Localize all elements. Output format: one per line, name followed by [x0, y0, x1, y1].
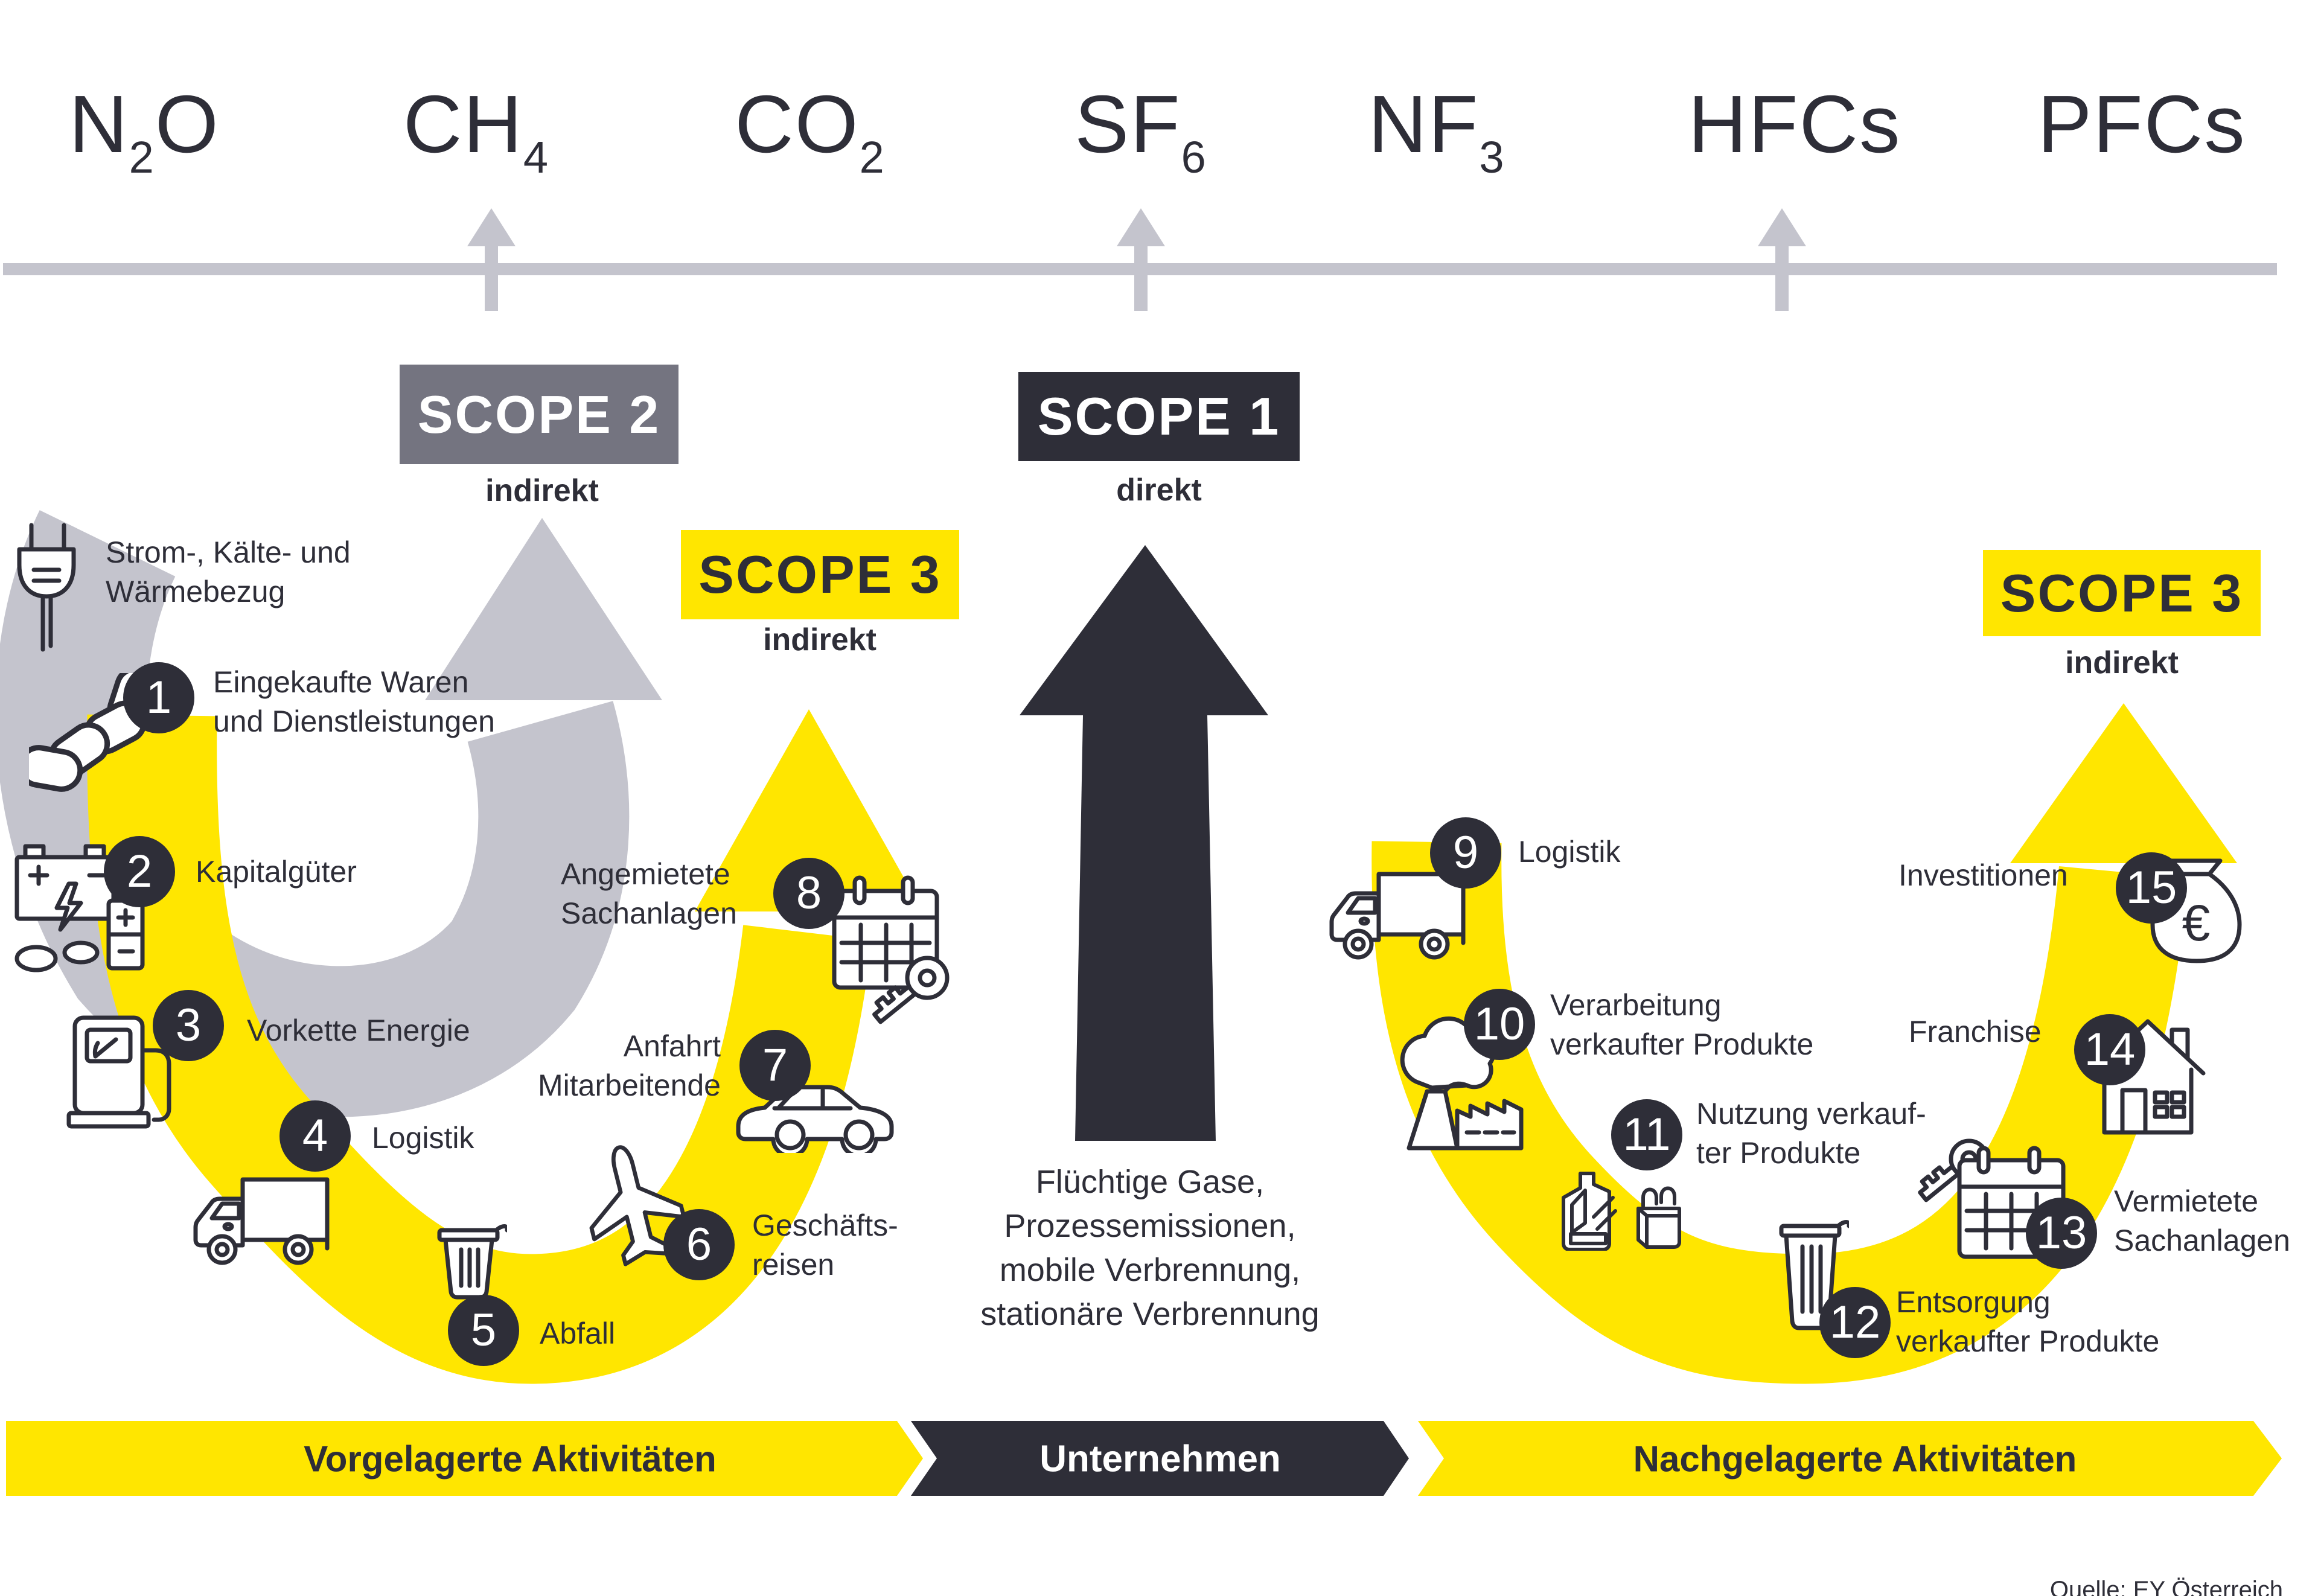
- item-6-label: Geschäfts- reisen: [752, 1208, 898, 1282]
- upstream-banner-label: Vorgelagerte Aktivitäten: [304, 1438, 717, 1479]
- item-12-badge: 12: [1819, 1287, 1891, 1358]
- scope3-right-subtitle: indirekt: [2065, 645, 2179, 680]
- item-15-badge: 15: [2116, 852, 2187, 924]
- item-13-badge: 13: [2026, 1198, 2097, 1269]
- item-11-badge: 11: [1611, 1099, 1682, 1170]
- scope2-subtitle: indirekt: [485, 473, 599, 508]
- scope1-description: Flüchtige Gase, Prozessemissionen, mobil…: [980, 1164, 1320, 1332]
- item-4-badge: 4: [279, 1100, 351, 1172]
- gas-label-sf6: SF6: [1074, 78, 1207, 182]
- gas-axis-arrows: [467, 208, 1806, 311]
- scope3-right-box: SCOPE 3: [1983, 550, 2261, 636]
- item-15-label: Investitionen: [1898, 858, 2068, 892]
- scope1-arrowhead: [1020, 545, 1268, 715]
- source-credit: Quelle: EY Österreich: [2049, 1577, 2283, 1596]
- scope1-box: SCOPE 1: [1018, 372, 1300, 461]
- item-10-badge: 10: [1464, 989, 1535, 1060]
- item-2-label: Kapitalgüter: [196, 855, 357, 889]
- scope3-right-arrowhead: [2010, 703, 2237, 863]
- item-6-badge: 6: [663, 1209, 735, 1280]
- company-banner-label: Unternehmen: [1039, 1438, 1281, 1480]
- item-9-badge: 9: [1430, 817, 1501, 889]
- item-7-label: Anfahrt Mitarbeitende: [538, 1029, 721, 1102]
- item-5-label: Abfall: [540, 1317, 616, 1350]
- item-3-label: Vorkette Energie: [247, 1013, 470, 1047]
- scope2-arc: [0, 510, 630, 1117]
- scope3-left-arrowhead: [695, 709, 923, 911]
- upstream-banner: [6, 1421, 923, 1496]
- scope3-left-subtitle: indirekt: [763, 622, 876, 657]
- scope2-box: SCOPE 2: [400, 365, 678, 464]
- company-banner: [911, 1421, 1409, 1496]
- gas-label-ch4: CH4: [403, 78, 550, 182]
- item-14-badge: 14: [2074, 1014, 2145, 1085]
- item-5-badge: 5: [448, 1295, 519, 1366]
- airplane-icon: [566, 1126, 700, 1283]
- plug-label: Strom-, Kälte- und Wärmebezug: [106, 535, 351, 608]
- item-13-label: Vermietete Sachanlagen: [2114, 1184, 2290, 1257]
- truck-icon: [1322, 870, 1470, 961]
- item-14-label: Franchise: [1909, 1015, 2042, 1049]
- scope1-arrow-shaft: [1075, 715, 1216, 1141]
- item-4-label: Logistik: [372, 1121, 474, 1155]
- plug-icon: [8, 523, 85, 656]
- waste-bin-icon: [435, 1219, 507, 1301]
- bottle-bag-icon: [1557, 1166, 1687, 1251]
- scope2-arrowhead: [425, 518, 662, 700]
- scope1-subtitle: direkt: [1116, 473, 1202, 508]
- gas-label-pfcs: PFCs: [2037, 78, 2246, 170]
- fuel-pump-icon: [66, 1013, 178, 1137]
- gas-label-n2o: N2O: [69, 78, 220, 182]
- gas-label-hfcs: HFCs: [1688, 78, 1901, 170]
- axis-arrow-ch4: [467, 208, 516, 311]
- item-8-badge: 8: [773, 858, 845, 929]
- downstream-banner: [1418, 1421, 2282, 1496]
- item-3-badge: 3: [153, 990, 224, 1061]
- scope3-left-box: SCOPE 3: [681, 530, 959, 619]
- axis-arrow-hfcs: [1758, 208, 1806, 311]
- scope3-left-arc: [87, 714, 872, 1384]
- truck-icon: [186, 1176, 334, 1266]
- gas-label-co2: CO2: [735, 78, 886, 182]
- item-9-label: Logistik: [1518, 835, 1621, 869]
- axis-arrow-sf6: [1117, 208, 1165, 311]
- item-2-badge: 2: [104, 836, 175, 907]
- downstream-banner-label: Nachgelagerte Aktivitäten: [1633, 1438, 2077, 1479]
- item-11-label: Nutzung verkauf- ter Produkte: [1696, 1097, 1926, 1170]
- item-1-badge: 1: [123, 662, 194, 733]
- gas-label-nf3: NF3: [1368, 78, 1505, 182]
- item-12-label: Entsorgung verkaufter Produkte: [1896, 1285, 2160, 1358]
- item-1-label: Eingekaufte Waren und Dienstleistungen: [213, 665, 495, 738]
- svg-text:€: €: [2182, 895, 2211, 951]
- item-10-label: Verarbeitung verkaufter Produkte: [1550, 988, 1814, 1061]
- item-7-badge: 7: [739, 1030, 811, 1101]
- item-8-label: Angemietete Sachanlagen: [561, 857, 737, 930]
- calendar-key-icon: [832, 874, 968, 1032]
